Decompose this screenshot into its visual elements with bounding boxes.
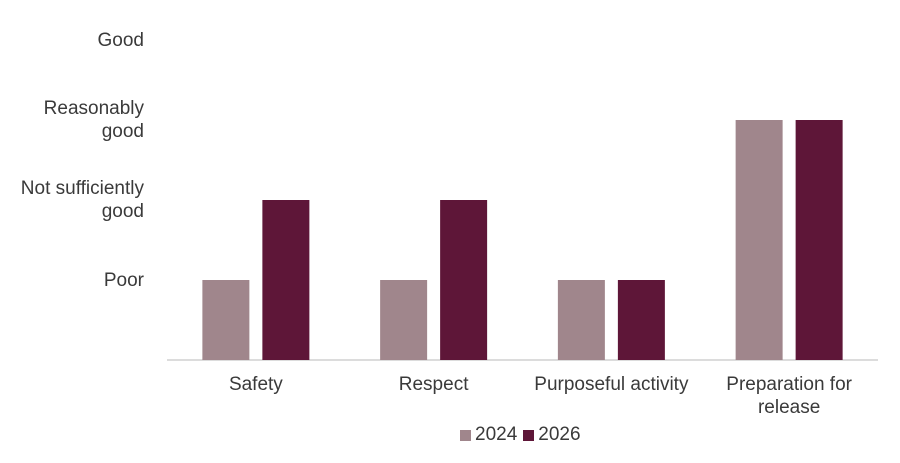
x-tick-label: Safety <box>228 374 283 395</box>
y-tick-label: Good <box>97 29 144 51</box>
x-tick-label: Preparation for release <box>726 374 852 418</box>
legend-item-2026: 2026 <box>523 424 581 446</box>
bar-2024-3 <box>735 120 783 360</box>
bar-2024-0 <box>202 280 250 360</box>
y-tick-label: Not sufficiently good <box>20 178 144 222</box>
bar-2026-0 <box>262 200 310 360</box>
bar-2026-1 <box>440 200 488 360</box>
legend-item-2024: 2024 <box>460 424 517 446</box>
y-tick-label: Reasonably good <box>43 98 144 142</box>
x-tick-label: Purposeful activity <box>534 374 689 395</box>
legend-label-2024: 2024 <box>475 424 518 445</box>
bar-2024-1 <box>380 280 428 360</box>
bar-2024-2 <box>557 280 605 360</box>
legend-swatch-2026 <box>523 429 535 441</box>
legend: 2024 2026 <box>460 424 587 446</box>
bar-2026-3 <box>795 120 843 360</box>
x-tick-label: Respect <box>398 374 469 395</box>
y-tick-label: Poor <box>103 269 144 291</box>
legend-swatch-2024 <box>460 429 471 441</box>
legend-label-2026: 2026 <box>538 424 581 445</box>
bar-2026-2 <box>617 280 665 360</box>
